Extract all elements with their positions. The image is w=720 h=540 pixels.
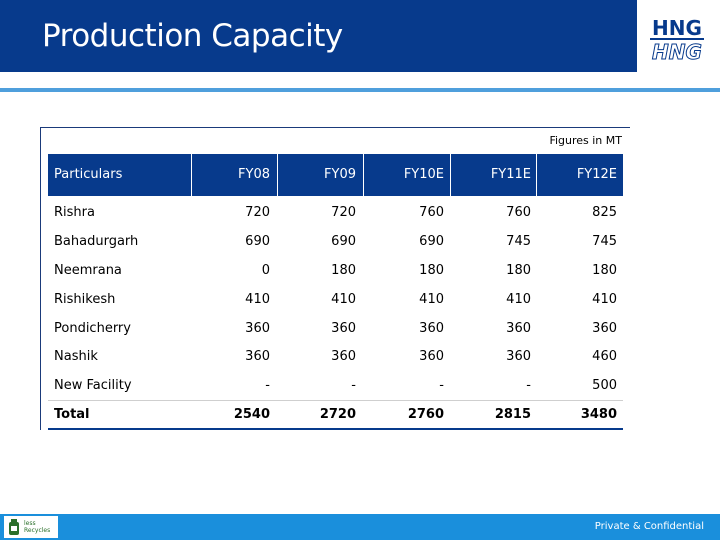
cell-fy09: - — [351, 378, 356, 393]
cell-fy10e: 180 — [419, 263, 444, 278]
cell-fy12e: 180 — [592, 263, 617, 278]
column-header-fy12e: FY12E — [576, 167, 617, 182]
cell-fy11e: 760 — [506, 205, 531, 220]
cell-fy09: 360 — [331, 321, 356, 336]
cell-fy12e: 745 — [592, 234, 617, 249]
cell-fy10e: 760 — [419, 205, 444, 220]
header-bar: Production Capacity — [0, 0, 637, 72]
recycle-badge: less Recycles — [4, 516, 58, 538]
cell-fy09: 690 — [331, 234, 356, 249]
recycle-icon — [9, 519, 19, 535]
table-bottom-rule — [48, 428, 623, 430]
cell-fy08: 0 — [261, 263, 270, 278]
table-header-row: Particulars FY08 FY09 FY10E FY11E FY12E — [48, 154, 623, 196]
header-rule — [0, 88, 720, 92]
cell-fy12e: 360 — [592, 321, 617, 336]
table-row: Bahadurgarh 690 690 690 745 745 — [48, 227, 623, 256]
cell-fy10e: 690 — [419, 234, 444, 249]
cell-fy12e: 500 — [592, 378, 617, 393]
cell-fy12e: 460 — [592, 349, 617, 364]
total-fy12e: 3480 — [580, 407, 617, 422]
cell-fy10e: 360 — [419, 321, 444, 336]
table-row: Neemrana 0 180 180 180 180 — [48, 256, 623, 285]
cell-fy11e: 360 — [506, 349, 531, 364]
cell-fy08: - — [265, 378, 270, 393]
total-fy08: 2540 — [233, 407, 270, 422]
table-row: Rishikesh 410 410 410 410 410 — [48, 285, 623, 314]
column-divider — [363, 154, 364, 196]
badge-text: less Recycles — [24, 520, 50, 534]
cell-fy08: 360 — [245, 321, 270, 336]
logo-bottom-text: HNG — [652, 40, 702, 62]
row-label: Neemrana — [54, 263, 122, 278]
cell-fy10e: 360 — [419, 349, 444, 364]
total-label: Total — [54, 407, 90, 422]
row-label: Pondicherry — [54, 321, 131, 336]
table-row: Nashik 360 360 360 360 460 — [48, 342, 623, 371]
row-label: Rishra — [54, 205, 95, 220]
table-frame — [40, 127, 630, 430]
total-fy10e: 2760 — [407, 407, 444, 422]
page-title: Production Capacity — [42, 18, 343, 54]
cell-fy09: 720 — [331, 205, 356, 220]
total-fy11e: 2815 — [494, 407, 531, 422]
total-divider — [48, 400, 623, 401]
cell-fy11e: 410 — [506, 292, 531, 307]
cell-fy12e: 410 — [592, 292, 617, 307]
units-note: Figures in MT — [549, 134, 622, 147]
cell-fy12e: 825 — [592, 205, 617, 220]
hng-logo-icon: HNG HNG — [650, 16, 704, 62]
cell-fy10e: 410 — [419, 292, 444, 307]
cell-fy09: 410 — [331, 292, 356, 307]
row-label: Rishikesh — [54, 292, 116, 307]
confidentiality-note: Private & Confidential — [594, 521, 704, 532]
cell-fy09: 360 — [331, 349, 356, 364]
column-divider — [191, 154, 192, 196]
cell-fy08: 720 — [245, 205, 270, 220]
table-row: Pondicherry 360 360 360 360 360 — [48, 314, 623, 343]
column-divider — [277, 154, 278, 196]
cell-fy11e: 745 — [506, 234, 531, 249]
cell-fy10e: - — [439, 378, 444, 393]
table-total-row: Total 2540 2720 2760 2815 3480 — [48, 400, 623, 429]
column-header-fy10e: FY10E — [403, 167, 444, 182]
column-divider — [450, 154, 451, 196]
footer-bar: less Recycles Private & Confidential — [0, 514, 720, 540]
badge-line-1: less — [24, 520, 36, 527]
cell-fy08: 360 — [245, 349, 270, 364]
cell-fy11e: 360 — [506, 321, 531, 336]
column-header-fy09: FY09 — [324, 167, 356, 182]
total-fy09: 2720 — [319, 407, 356, 422]
logo-top-text: HNG — [652, 16, 702, 40]
column-header-fy11e: FY11E — [490, 167, 531, 182]
cell-fy08: 410 — [245, 292, 270, 307]
badge-line-2: Recycles — [24, 527, 51, 534]
row-label: Nashik — [54, 349, 98, 364]
cell-fy11e: - — [526, 378, 531, 393]
cell-fy11e: 180 — [506, 263, 531, 278]
column-header-fy08: FY08 — [238, 167, 270, 182]
table-row: Rishra 720 720 760 760 825 — [48, 198, 623, 227]
column-header-particulars: Particulars — [54, 167, 123, 182]
row-label: New Facility — [54, 378, 132, 393]
cell-fy08: 690 — [245, 234, 270, 249]
row-label: Bahadurgarh — [54, 234, 139, 249]
cell-fy09: 180 — [331, 263, 356, 278]
column-divider — [536, 154, 537, 196]
table-row: New Facility - - - - 500 — [48, 371, 623, 400]
